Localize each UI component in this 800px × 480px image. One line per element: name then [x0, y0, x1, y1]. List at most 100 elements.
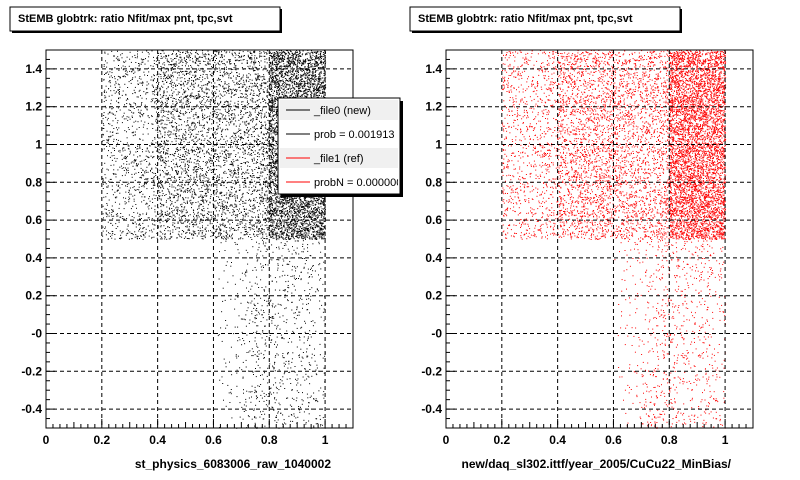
scatter-point [268, 112, 269, 114]
scatter-point [163, 91, 165, 93]
scatter-point [214, 91, 216, 93]
scatter-point [237, 173, 239, 175]
scatter-point [137, 238, 138, 240]
scatter-point [296, 65, 298, 67]
scatter-point [302, 61, 304, 63]
scatter-point [252, 119, 254, 121]
scatter-point [183, 191, 185, 193]
scatter-point [249, 51, 251, 53]
scatter-point [243, 215, 244, 217]
scatter-point [113, 55, 115, 57]
scatter-point [210, 68, 212, 70]
scatter-point [114, 238, 116, 240]
scatter-point [266, 91, 268, 93]
scatter-point [262, 101, 264, 102]
scatter-point [194, 71, 196, 73]
scatter-point [213, 179, 215, 181]
scatter-point [158, 137, 160, 139]
scatter-point [202, 168, 203, 170]
scatter-point [175, 151, 177, 152]
scatter-point [198, 78, 200, 80]
scatter-point [187, 142, 189, 144]
scatter-point [147, 178, 149, 180]
scatter-point [215, 210, 217, 212]
scatter-point [178, 231, 180, 233]
scatter-point [208, 140, 210, 142]
scatter-point [324, 75, 326, 77]
scatter-point [257, 216, 259, 218]
scatter-point [242, 226, 244, 228]
scatter-point [176, 55, 178, 57]
scatter-point [203, 215, 205, 216]
scatter-point [193, 126, 195, 128]
scatter-point [203, 199, 204, 201]
scatter-point [314, 211, 316, 213]
scatter-point [231, 176, 233, 178]
scatter-point [167, 70, 169, 72]
scatter-point [230, 69, 232, 71]
scatter-point [198, 107, 200, 109]
scatter-point [257, 214, 259, 216]
scatter-point [211, 235, 213, 237]
scatter-point [168, 189, 170, 191]
scatter-point [218, 53, 220, 55]
scatter-point [177, 85, 178, 86]
scatter-point [139, 218, 141, 220]
scatter-point [168, 61, 170, 63]
scatter-point [204, 192, 206, 194]
scatter-point [219, 119, 221, 121]
scatter-point [221, 202, 223, 204]
scatter-point [152, 202, 154, 203]
scatter-point [245, 121, 247, 123]
scatter-point [190, 178, 192, 180]
scatter-point [128, 189, 130, 191]
scatter-point [235, 200, 237, 202]
scatter-point [261, 192, 263, 194]
scatter-point [323, 91, 325, 93]
scatter-point [191, 196, 193, 198]
scatter-point [238, 107, 240, 109]
scatter-point [220, 102, 222, 104]
scatter-point [169, 143, 171, 145]
scatter-point [261, 175, 263, 177]
scatter-point [234, 117, 236, 119]
scatter-point [201, 232, 203, 233]
scatter-point [221, 207, 223, 209]
scatter-point [198, 152, 200, 154]
scatter-point [184, 112, 186, 114]
scatter-point [242, 148, 244, 150]
scatter-point [146, 203, 148, 205]
scatter-point [211, 55, 213, 57]
scatter-point [252, 173, 254, 174]
scatter-point [241, 86, 243, 88]
scatter-point [158, 178, 160, 180]
scatter-point [193, 135, 195, 137]
scatter-point [195, 169, 197, 170]
scatter-point [201, 196, 203, 198]
scatter-point [229, 118, 230, 120]
scatter-point [312, 90, 314, 92]
scatter-point [172, 212, 173, 214]
scatter-point [229, 63, 231, 65]
scatter-point [192, 121, 194, 123]
scatter-point [216, 58, 217, 59]
scatter-point [239, 184, 241, 186]
scatter-point [164, 75, 165, 77]
scatter-point [261, 201, 263, 203]
scatter-point [224, 212, 226, 214]
scatter-point [206, 180, 208, 182]
scatter-point [109, 112, 111, 114]
scatter-point [214, 214, 216, 216]
scatter-point [105, 60, 106, 62]
scatter-point [228, 113, 230, 115]
scatter-point [114, 201, 116, 203]
scatter-point [210, 100, 212, 102]
scatter-point [103, 101, 105, 103]
scatter-point [128, 65, 130, 67]
scatter-point [233, 133, 235, 135]
scatter-point [141, 102, 143, 103]
scatter-point [137, 80, 139, 82]
scatter-point [117, 56, 119, 58]
scatter-point [144, 236, 146, 238]
scatter-point [176, 171, 178, 173]
